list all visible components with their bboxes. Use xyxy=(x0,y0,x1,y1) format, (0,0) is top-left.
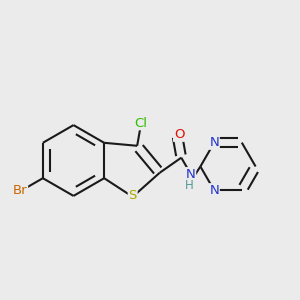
Text: N: N xyxy=(186,168,196,181)
Text: O: O xyxy=(174,128,184,141)
Text: S: S xyxy=(128,189,137,202)
Text: N: N xyxy=(209,136,219,149)
Text: Br: Br xyxy=(13,184,27,197)
Text: Cl: Cl xyxy=(135,116,148,130)
Text: H: H xyxy=(185,179,194,192)
Text: N: N xyxy=(209,184,219,197)
